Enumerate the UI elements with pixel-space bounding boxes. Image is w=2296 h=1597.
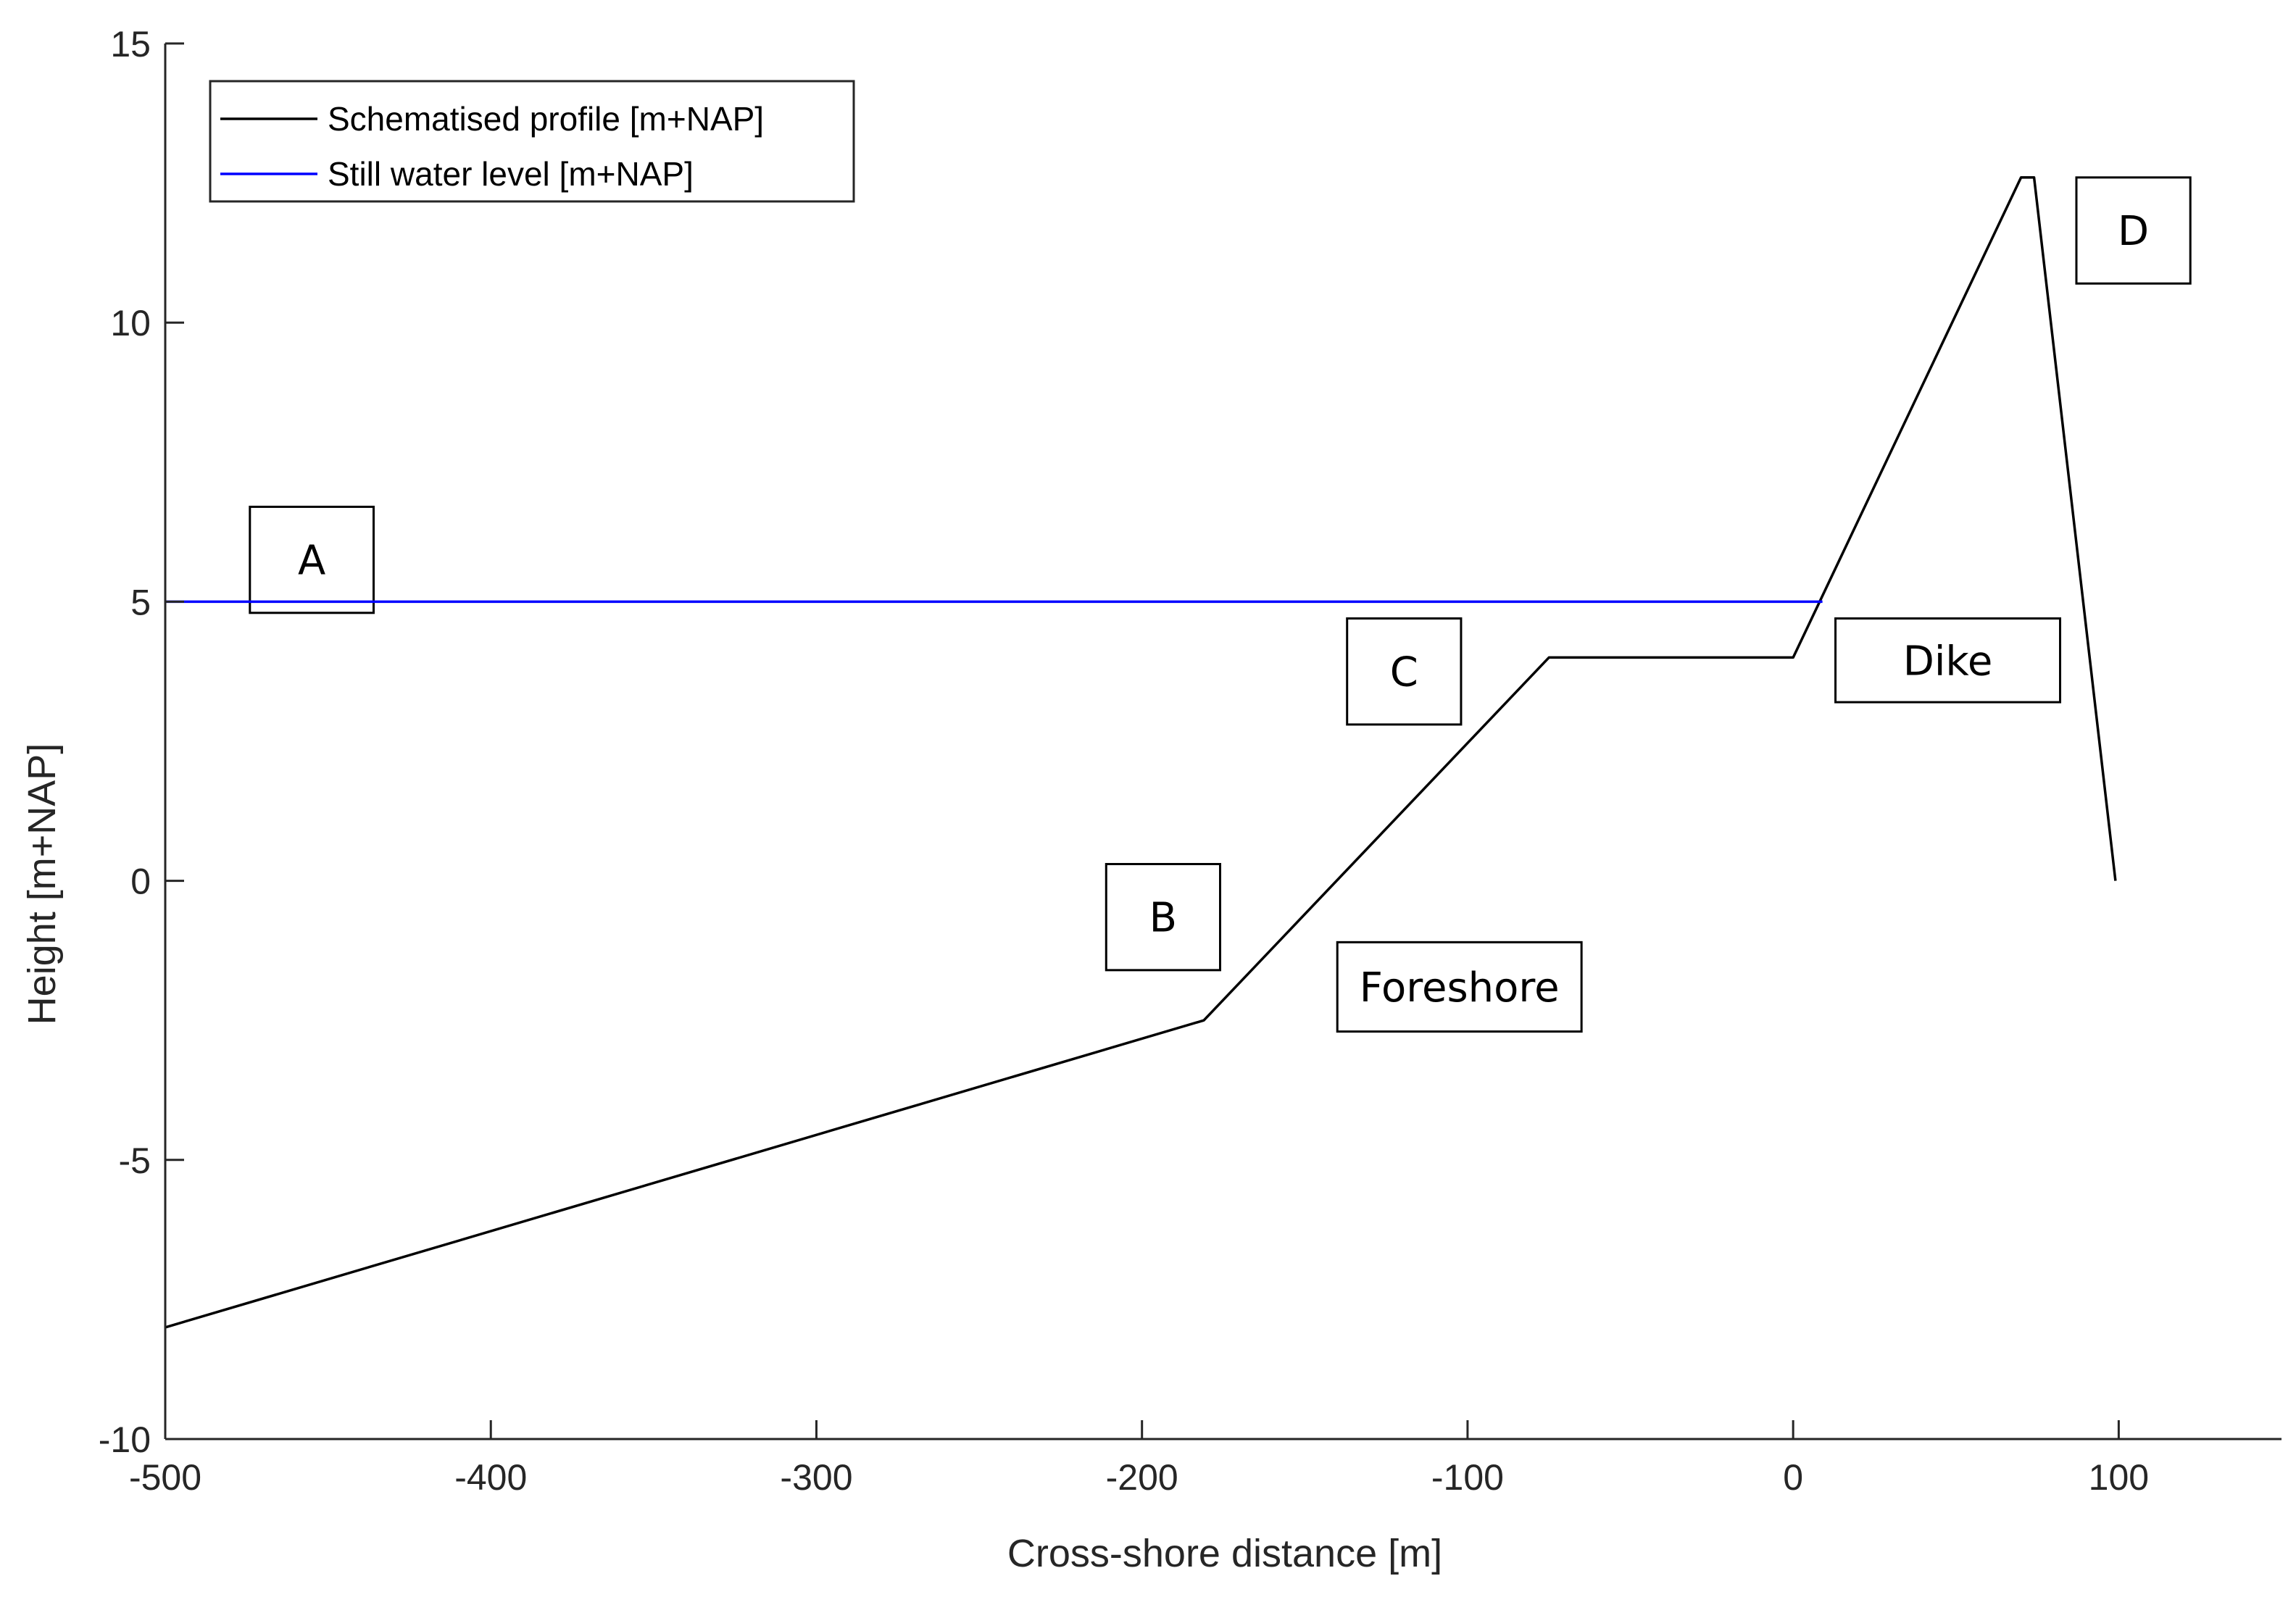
annotation-label: C <box>1390 649 1418 696</box>
legend-entry: Still water level [m+NAP] <box>328 155 694 193</box>
y-tick-label: 15 <box>110 24 151 64</box>
profile-series-line <box>165 176 2117 1329</box>
y-tick-label: -10 <box>99 1419 151 1460</box>
annotation-label: A <box>298 538 325 585</box>
series-layer <box>165 176 2117 1329</box>
annotation-label: Dike <box>1903 638 1993 685</box>
x-tick-label: -200 <box>1106 1457 1178 1498</box>
annotation-label: D <box>2118 208 2149 255</box>
y-tick-label: -5 <box>119 1141 151 1181</box>
annotation-label: Foreshore <box>1360 964 1560 1012</box>
annotation-box <box>249 505 375 614</box>
x-tick-label: 100 <box>2089 1457 2149 1498</box>
annotation-box <box>1834 617 2062 704</box>
legend-box <box>209 80 855 203</box>
y-axis-label: Height [m+NAP] <box>20 743 64 1025</box>
legend-entry: Schematised profile [m+NAP] <box>328 100 764 138</box>
x-axis-label: Cross-shore distance [m] <box>1007 1532 1442 1575</box>
y-tick-label: 0 <box>130 862 151 902</box>
annotation-box <box>1336 941 1583 1033</box>
axes-layer: -500 -400 -300 -200 -100 0 100 -10 -5 0 5 10 15 <box>99 24 2282 1498</box>
x-tick-label: -500 <box>129 1457 201 1498</box>
annotations-layer: A B C Foreshore Dike D <box>249 176 2192 1033</box>
x-tick-label: -100 <box>1431 1457 1504 1498</box>
x-tick-label: -400 <box>454 1457 527 1498</box>
annotation-box <box>1105 862 1222 972</box>
x-tick-label: -300 <box>780 1457 852 1498</box>
x-tick-label: 0 <box>1783 1457 1803 1498</box>
annotation-box <box>1346 617 1463 726</box>
y-tick-label: 5 <box>130 582 151 622</box>
y-tick-label: 10 <box>110 303 151 343</box>
annotation-box <box>2075 176 2192 285</box>
legend: Schematised profile [m+NAP] Still water l… <box>209 80 855 203</box>
annotation-label: B <box>1149 895 1177 942</box>
